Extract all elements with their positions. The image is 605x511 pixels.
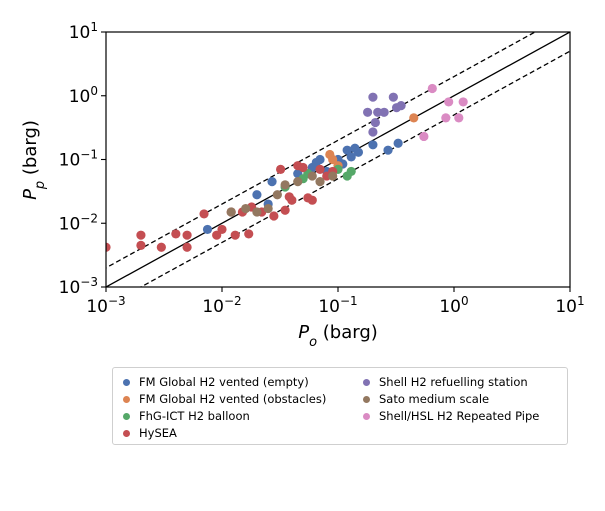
y-axis-ticks: 10−3 10−2 10−1 100 101 bbox=[59, 20, 106, 298]
point-series-6 bbox=[454, 113, 464, 123]
legend: FM Global H2 vented (empty) FM Global H2 … bbox=[112, 367, 568, 445]
x-tick-label: 10−2 bbox=[202, 294, 241, 317]
legend-item: FM Global H2 vented (obstacles) bbox=[123, 391, 326, 407]
y-tick-label: 10−3 bbox=[59, 275, 98, 298]
legend-item: FhG-ICT H2 balloon bbox=[123, 408, 250, 424]
legend-item: Shell H2 refuelling station bbox=[363, 374, 528, 390]
point-series-3 bbox=[136, 240, 146, 250]
point-series-3 bbox=[106, 242, 111, 252]
point-series-0 bbox=[353, 147, 364, 157]
point-series-4 bbox=[379, 107, 389, 117]
x-axis-ticks: 10−3 10−2 10−1 100 101 bbox=[86, 287, 585, 317]
point-series-4 bbox=[368, 127, 378, 137]
point-series-0 bbox=[252, 190, 262, 200]
y-tick-label: 101 bbox=[69, 20, 98, 43]
point-series-4 bbox=[373, 107, 383, 117]
point-series-0 bbox=[267, 177, 277, 187]
x-tick-label: 100 bbox=[439, 294, 468, 317]
point-series-6 bbox=[444, 97, 454, 107]
point-series-1 bbox=[328, 154, 338, 165]
point-series-3 bbox=[217, 224, 227, 235]
point-series-4 bbox=[368, 92, 378, 102]
legend-item: FM Global H2 vented (empty) bbox=[123, 374, 309, 390]
legend-marker bbox=[363, 378, 370, 386]
point-series-6 bbox=[458, 97, 468, 107]
point-series-3 bbox=[307, 195, 317, 205]
point-series-5 bbox=[226, 207, 236, 217]
legend-item: HySEA bbox=[123, 425, 177, 441]
data-points bbox=[106, 83, 468, 252]
point-series-3 bbox=[269, 211, 279, 221]
point-series-3 bbox=[136, 230, 146, 240]
legend-label: Sato medium scale bbox=[379, 392, 490, 406]
x-axis-label: Po (barg) bbox=[298, 322, 378, 350]
point-series-3 bbox=[156, 242, 166, 252]
point-series-0 bbox=[368, 140, 378, 150]
legend-label: HySEA bbox=[139, 426, 177, 440]
point-series-5 bbox=[263, 203, 273, 214]
point-series-5 bbox=[315, 177, 325, 187]
legend-item: Sato medium scale bbox=[363, 391, 489, 407]
point-series-3 bbox=[199, 209, 209, 219]
point-series-5 bbox=[280, 180, 290, 190]
legend-marker bbox=[123, 395, 130, 403]
point-series-3 bbox=[230, 230, 240, 240]
legend-marker bbox=[123, 412, 130, 420]
point-series-5 bbox=[272, 190, 282, 200]
point-series-3 bbox=[182, 242, 192, 252]
legend-marker bbox=[123, 378, 130, 386]
point-series-4 bbox=[370, 117, 380, 128]
point-series-3 bbox=[244, 229, 254, 239]
point-series-6 bbox=[441, 113, 451, 123]
legend-label: FM Global H2 vented (empty) bbox=[139, 375, 309, 389]
point-series-0 bbox=[383, 145, 393, 155]
point-series-5 bbox=[293, 177, 303, 187]
legend-marker bbox=[123, 429, 130, 437]
point-series-3 bbox=[171, 229, 181, 239]
y-axis-label: Pp (barg) bbox=[20, 120, 48, 200]
y-tick-label: 10−2 bbox=[59, 211, 98, 234]
point-series-5 bbox=[252, 207, 262, 217]
y-tick-label: 10−1 bbox=[59, 148, 98, 171]
y-tick-label: 100 bbox=[69, 84, 98, 107]
point-series-0 bbox=[393, 138, 403, 148]
point-series-3 bbox=[287, 195, 297, 205]
point-series-0 bbox=[202, 224, 213, 235]
legend-label: Shell/HSL H2 Repeated Pipe bbox=[379, 409, 540, 423]
point-series-6 bbox=[427, 83, 437, 94]
point-series-3 bbox=[182, 230, 192, 240]
point-series-5 bbox=[241, 203, 251, 214]
x-tick-label: 10−1 bbox=[318, 294, 357, 317]
point-series-4 bbox=[363, 107, 373, 117]
x-tick-label: 10−3 bbox=[86, 294, 125, 317]
legend-label: FhG-ICT H2 balloon bbox=[139, 409, 250, 423]
point-series-1 bbox=[409, 113, 419, 123]
point-series-3 bbox=[298, 162, 308, 173]
point-series-2 bbox=[346, 166, 356, 177]
point-series-5 bbox=[328, 171, 338, 181]
point-series-3 bbox=[315, 164, 325, 174]
point-series-3 bbox=[280, 205, 290, 215]
point-series-4 bbox=[396, 101, 406, 111]
legend-marker bbox=[363, 395, 370, 403]
legend-label: Shell H2 refuelling station bbox=[379, 375, 528, 389]
legend-label: FM Global H2 vented (obstacles) bbox=[139, 392, 327, 406]
legend-item: Shell/HSL H2 Repeated Pipe bbox=[363, 408, 539, 424]
point-series-3 bbox=[275, 164, 286, 174]
point-series-6 bbox=[419, 131, 429, 142]
x-tick-label: 101 bbox=[555, 294, 584, 317]
point-series-4 bbox=[388, 92, 398, 102]
legend-marker bbox=[363, 412, 370, 420]
point-series-0 bbox=[342, 145, 352, 155]
point-series-0 bbox=[315, 154, 325, 165]
point-series-5 bbox=[307, 171, 317, 181]
point-series-0 bbox=[346, 152, 356, 162]
